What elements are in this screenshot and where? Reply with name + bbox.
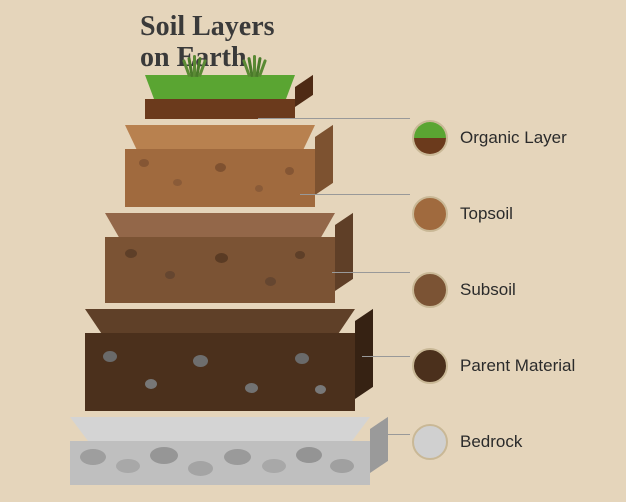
soil-particle [193, 355, 208, 367]
soil-particle [262, 459, 286, 473]
soil-particle [145, 379, 157, 389]
layer-side-face [295, 75, 313, 107]
legend-label: Subsoil [460, 280, 516, 300]
layer-subsoil [105, 237, 335, 303]
legend-item-subsoil: Subsoil [412, 252, 602, 328]
layer-bedrock [70, 441, 370, 485]
soil-particle [215, 253, 228, 263]
legend-swatch [412, 196, 448, 232]
soil-particle [224, 449, 251, 465]
leader-line [332, 272, 410, 273]
layer-top-face [85, 309, 355, 333]
soil-particle [245, 383, 258, 393]
layer-front-face [145, 99, 295, 119]
legend-item-organic: Organic Layer [412, 100, 602, 176]
soil-particle [150, 447, 178, 464]
legend-swatch [412, 424, 448, 460]
layer-front-face [105, 237, 335, 303]
layer-side-face [370, 417, 388, 473]
layer-topsoil [125, 149, 315, 207]
soil-particle [139, 159, 149, 167]
grass-icon [245, 59, 267, 77]
legend-swatch [412, 348, 448, 384]
soil-particle [295, 353, 309, 364]
soil-particle [125, 249, 137, 258]
legend-swatch [412, 120, 448, 156]
soil-particle [188, 461, 213, 476]
soil-particle [80, 449, 106, 465]
legend-item-bedrock: Bedrock [412, 404, 602, 480]
soil-particle [295, 251, 305, 259]
layer-side-face [355, 309, 373, 399]
layer-top-face [105, 213, 335, 237]
legend-label: Topsoil [460, 204, 513, 224]
layer-side-face [315, 125, 333, 195]
soil-particle [296, 447, 322, 463]
soil-particle [165, 271, 175, 279]
legend-item-parent: Parent Material [412, 328, 602, 404]
leader-line [362, 356, 410, 357]
legend-label: Parent Material [460, 356, 575, 376]
leader-line [258, 118, 410, 119]
soil-stack [60, 75, 380, 491]
layer-front-face [70, 441, 370, 485]
legend-label: Organic Layer [460, 128, 567, 148]
layer-top-face [145, 75, 295, 99]
grass-icon [185, 59, 207, 77]
soil-particle [315, 385, 326, 394]
layer-front-face [125, 149, 315, 207]
soil-particle [173, 179, 182, 186]
legend-item-topsoil: Topsoil [412, 176, 602, 252]
soil-particle [255, 185, 263, 192]
legend-label: Bedrock [460, 432, 522, 452]
layer-top-face [125, 125, 315, 149]
layer-parent [85, 333, 355, 411]
leader-line [300, 194, 410, 195]
title-line-1: Soil Layers [140, 11, 275, 42]
layer-front-face [85, 333, 355, 411]
soil-particle [285, 167, 294, 175]
soil-particle [103, 351, 117, 362]
soil-particle [215, 163, 226, 172]
leader-line [388, 434, 410, 435]
soil-particle [116, 459, 140, 473]
layer-side-face [335, 213, 353, 291]
legend-swatch [412, 272, 448, 308]
soil-particle [330, 459, 354, 473]
soil-particle [265, 277, 276, 286]
layer-top-face [70, 417, 370, 441]
legend: Organic Layer Topsoil Subsoil Parent Materi… [412, 100, 602, 480]
layer-organic [145, 99, 295, 119]
